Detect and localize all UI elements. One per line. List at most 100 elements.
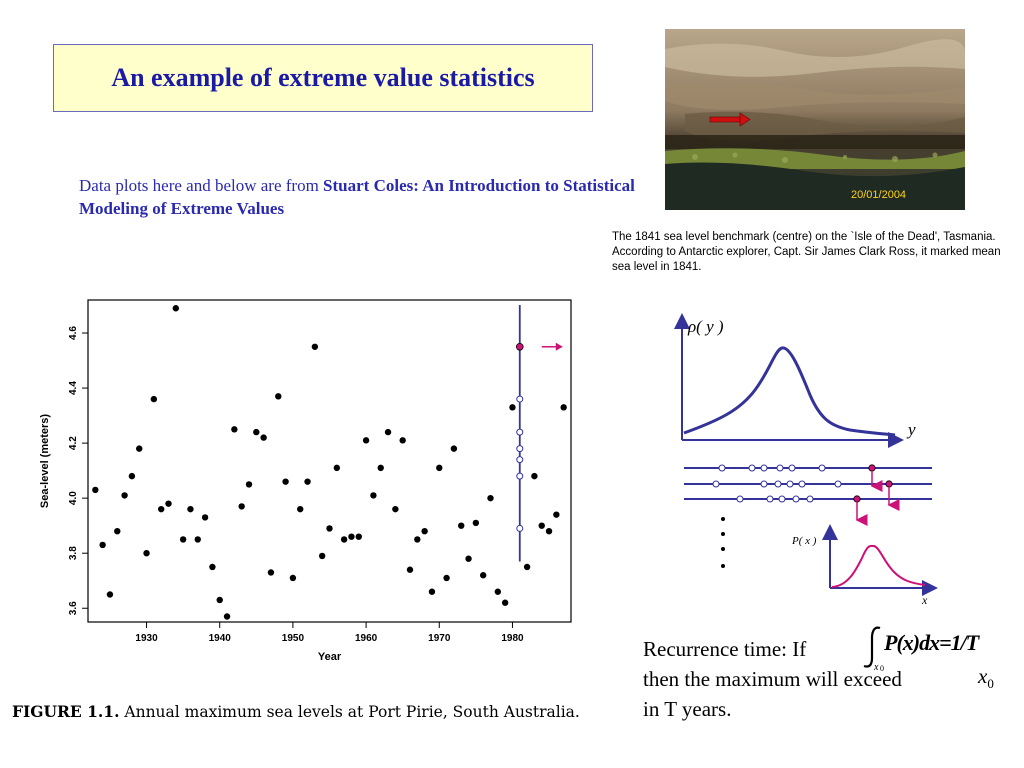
figure-caption-label: FIGURE 1.1. xyxy=(12,702,120,721)
data-point xyxy=(450,445,458,452)
data-point xyxy=(238,503,245,510)
data-point xyxy=(267,569,275,576)
data-point xyxy=(187,505,194,513)
data-point xyxy=(114,527,121,535)
svg-text:P(x)dx=1/T: P(x)dx=1/T xyxy=(883,630,981,655)
data-point xyxy=(501,599,509,606)
data-point xyxy=(121,492,128,499)
data-point xyxy=(414,536,421,543)
integral-formula: x 0 P(x)dx=1/T xyxy=(863,626,982,672)
data-point xyxy=(487,494,494,502)
y-axis-label: Sea-level (meters) xyxy=(39,414,51,508)
data-point xyxy=(370,492,377,499)
data-point xyxy=(157,505,165,513)
data-point xyxy=(392,505,399,513)
plot-points xyxy=(92,305,567,620)
data-point xyxy=(531,472,538,480)
data-point xyxy=(143,549,150,557)
recurrence-line-2: then the maximum will exceed xyxy=(643,667,902,691)
data-point xyxy=(275,393,282,400)
y-variable-label: y xyxy=(906,420,916,439)
x-tick-label: 1940 xyxy=(209,633,232,644)
y-tick-label: 3.8 xyxy=(68,546,79,560)
x-tick-label: 1960 xyxy=(355,633,378,644)
x-tick-label: 1980 xyxy=(501,633,524,644)
x-axis-label: Year xyxy=(318,651,342,663)
slide-title: An example of extreme value statistics xyxy=(111,63,535,92)
data-point xyxy=(553,511,560,518)
data-point xyxy=(106,591,114,598)
data-point xyxy=(384,428,392,436)
data-point xyxy=(421,527,428,535)
source-note: Data plots here and below are from Stuar… xyxy=(79,174,639,220)
data-point xyxy=(282,478,289,485)
data-point xyxy=(538,522,545,529)
data-point xyxy=(333,464,341,472)
data-point xyxy=(304,478,311,485)
recurrence-line-1: Recurrence time: If xyxy=(643,637,807,661)
recurrence-line-3: in T years. xyxy=(643,697,732,721)
source-book: Stuart Coles: An Introduction to Statist… xyxy=(79,176,635,218)
photo-caption: The 1841 sea level benchmark (centre) on… xyxy=(612,231,1001,273)
column-sample-point xyxy=(516,456,524,464)
cdf-label: P( x ) xyxy=(791,535,817,547)
data-point xyxy=(260,434,267,441)
y-tick-label: 4.2 xyxy=(68,436,79,450)
data-point xyxy=(92,486,99,494)
data-point xyxy=(209,563,216,571)
y-tick-label: 4.0 xyxy=(68,491,79,505)
data-point xyxy=(231,426,238,433)
data-point xyxy=(428,588,436,595)
data-point xyxy=(509,404,516,411)
photo-date-stamp: 20/01/2004 xyxy=(851,189,906,201)
data-point xyxy=(436,464,443,472)
data-point xyxy=(136,445,143,452)
data-point xyxy=(326,525,333,532)
column-sample-point xyxy=(516,445,524,453)
x-tick-label: 1950 xyxy=(282,633,305,644)
density-curve xyxy=(683,346,896,437)
data-point xyxy=(348,533,355,540)
data-point xyxy=(458,522,465,529)
data-point xyxy=(297,505,304,513)
data-point xyxy=(289,574,297,582)
data-point xyxy=(494,588,502,595)
svg-text:0: 0 xyxy=(880,664,884,672)
recurrence-text: Recurrence time: If then the maximum wil… xyxy=(643,634,1023,724)
ellipsis-dots xyxy=(721,517,725,568)
y-tick-label: 3.6 xyxy=(68,601,79,615)
data-point xyxy=(150,395,158,403)
x0-symbol: x xyxy=(978,664,988,688)
column-sample-point xyxy=(516,524,524,532)
red-arrow-icon xyxy=(709,112,751,127)
y-tick-label: 4.4 xyxy=(68,381,79,395)
benchmark-photo: 20/01/2004 xyxy=(665,29,965,210)
x-variable-label: x xyxy=(921,593,928,607)
y-tick-label: 4.6 xyxy=(68,326,79,340)
max-density-curve xyxy=(831,544,926,588)
density-label: ρ( y ) xyxy=(687,317,724,336)
data-point xyxy=(165,500,172,507)
density-plot: ρ( y ) y xyxy=(674,313,916,448)
title-box: An example of extreme value statistics xyxy=(53,44,593,112)
column-max-point xyxy=(515,342,524,351)
data-point xyxy=(223,613,231,620)
data-point xyxy=(406,566,414,573)
distribution-diagram: ρ( y ) y P( xyxy=(674,313,938,607)
column-sample-point xyxy=(516,395,524,403)
x-tick-label: 1930 xyxy=(135,633,158,644)
data-point xyxy=(545,527,553,535)
data-point xyxy=(128,472,136,480)
plot-frame xyxy=(87,299,572,623)
data-point xyxy=(311,343,319,350)
svg-text:x: x xyxy=(873,662,879,672)
data-point xyxy=(465,555,472,562)
x0-subscript: 0 xyxy=(987,676,994,692)
data-point xyxy=(355,533,362,540)
data-point xyxy=(479,572,487,579)
data-point xyxy=(253,428,260,436)
plot-ticks: 1930 1940 1950 1960 1970 1980 3.6 3.8 4.0 4.2 4.4 4… xyxy=(68,326,524,644)
plot-axes xyxy=(87,299,572,623)
sea-level-scatter-plot: 1930 1940 1950 1960 1970 1980 3.6 3.8 4.0 4.2 4.4 4… xyxy=(39,299,572,663)
data-point xyxy=(443,574,450,582)
